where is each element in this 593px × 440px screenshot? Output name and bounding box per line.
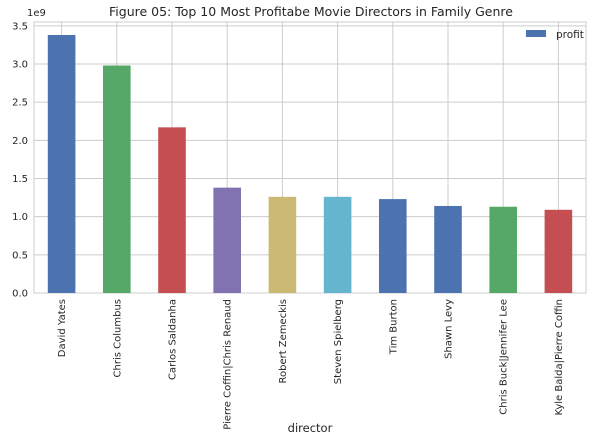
y-tick-label: 3.5 xyxy=(12,21,28,32)
y-tick-label: 1.0 xyxy=(12,212,28,223)
bar xyxy=(544,209,573,293)
bar xyxy=(323,196,352,293)
y-tick-label: 2.5 xyxy=(12,98,28,109)
x-tick-label: Pierre Coffin|Chris Renaud xyxy=(223,299,234,430)
y-tick-label: 3.0 xyxy=(12,59,28,70)
bars xyxy=(47,34,573,294)
y-tick-label: 0.0 xyxy=(12,289,28,300)
x-tick-label: Shawn Levy xyxy=(444,299,455,359)
y-tick-label: 1.5 xyxy=(12,174,28,185)
bar xyxy=(489,206,517,293)
y-tick-label: 2.0 xyxy=(12,136,28,147)
bar xyxy=(268,196,297,293)
legend-label: profit xyxy=(556,29,584,41)
legend: profit xyxy=(526,29,584,41)
x-tick-label: Carlos Saldanha xyxy=(168,299,179,380)
y-tick-label: 0.5 xyxy=(12,250,28,261)
x-tick-label: Robert Zemeckis xyxy=(278,299,289,384)
bar xyxy=(103,65,131,294)
x-tick-label: Tim Burton xyxy=(388,299,399,355)
x-tick-label: Chris Columbus xyxy=(112,299,123,377)
bar xyxy=(47,34,76,293)
legend-swatch xyxy=(526,30,546,37)
y-axis: 0.0 0.5 1.0 1.5 2.0 2.5 3.0 3.5 xyxy=(12,21,28,299)
x-tick-label: Steven Spielberg xyxy=(333,299,344,384)
bar xyxy=(213,187,241,293)
bar xyxy=(158,127,186,293)
bar xyxy=(379,199,407,293)
x-axis: David Yates Chris Columbus Carlos Saldanha… xyxy=(57,299,565,430)
y-axis-offset-label: 1e9 xyxy=(27,8,46,19)
x-axis-label: director xyxy=(288,421,333,435)
bar xyxy=(434,205,462,293)
chart-title: Figure 05: Top 10 Most Profitabe Movie D… xyxy=(109,4,513,19)
x-tick-label: Chris Buck|Jennifer Lee xyxy=(499,299,510,415)
x-tick-label: Kyle Balda|Pierre Coffin xyxy=(554,299,565,415)
x-tick-label: David Yates xyxy=(57,299,68,357)
